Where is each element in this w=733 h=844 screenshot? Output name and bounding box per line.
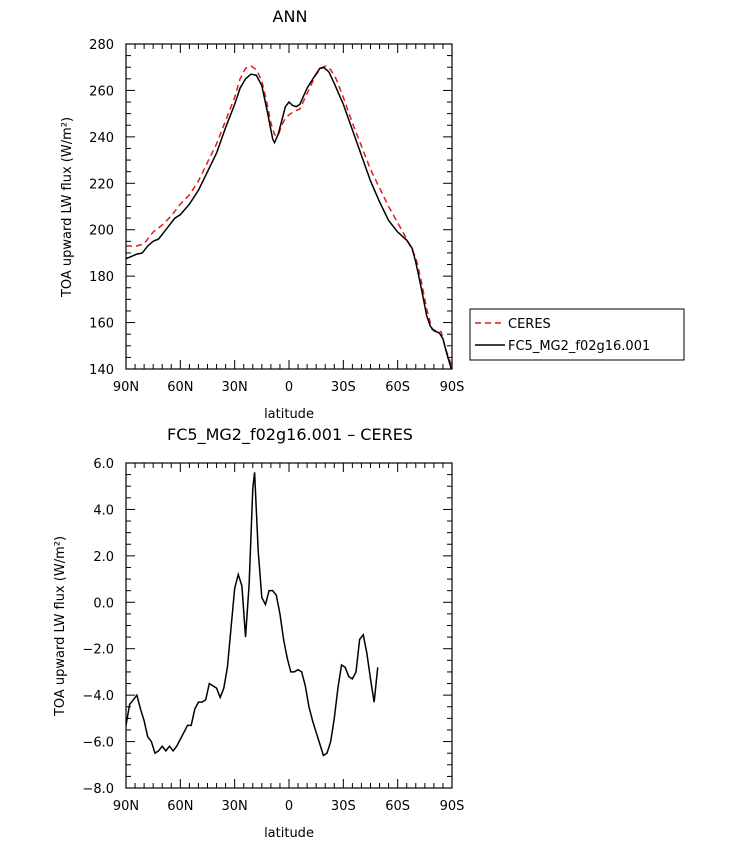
legend-box	[469, 308, 685, 361]
bottom-y-tick-label: −4.0	[82, 689, 114, 704]
top-x-tick-label: 30N	[222, 380, 248, 395]
top-series-line-0	[126, 65, 452, 367]
bottom-y-tick-label: −2.0	[82, 643, 114, 658]
bottom-y-axis-title: TOA upward LW flux (W/m²)	[53, 536, 68, 717]
top-chart-title: ANN	[273, 7, 308, 26]
top-x-tick-label: 90N	[113, 380, 139, 395]
bottom-x-tick-label: 60S	[385, 799, 410, 814]
bottom-x-tick-label: 0	[285, 799, 293, 814]
bottom-x-axis-title: latitude	[264, 826, 314, 841]
bottom-series-line-0	[126, 472, 379, 757]
top-y-tick-label: 260	[89, 84, 114, 99]
legend-label-ceres: CERES	[508, 317, 551, 332]
bottom-y-tick-label: 2.0	[93, 550, 114, 565]
bottom-y-tick-label: −8.0	[82, 782, 114, 797]
top-series-line-1	[126, 66, 452, 369]
bottom-x-tick-label: 90N	[113, 799, 139, 814]
top-y-tick-label: 160	[89, 317, 114, 332]
top-x-tick-label: 60N	[167, 380, 193, 395]
top-y-tick-label: 280	[89, 38, 114, 53]
bottom-y-tick-label: 6.0	[93, 457, 114, 472]
top-x-tick-label: 60S	[385, 380, 410, 395]
top-y-tick-label: 220	[89, 177, 114, 192]
bottom-x-tick-label: 60N	[167, 799, 193, 814]
top-x-tick-label: 90S	[440, 380, 465, 395]
legend: CERES FC5_MG2_f02g16.001	[469, 308, 685, 361]
bottom-ticks-layer: 90N 60N 30N 0 30S 60S 90S 6.0 4.0 2.0 0.0 −2.0 −4.0 −…	[82, 457, 464, 814]
bottom-x-tick-label: 30N	[222, 799, 248, 814]
bottom-panel: FC5_MG2_f02g16.001 – CERES 90N 60N 30N 0 30S…	[53, 425, 464, 841]
top-y-axis-title: TOA upward LW flux (W/m²)	[60, 117, 75, 298]
bottom-y-tick-label: −6.0	[82, 736, 114, 751]
bottom-x-tick-label: 90S	[440, 799, 465, 814]
bottom-plot-frame	[125, 462, 453, 789]
top-x-tick-label: 30S	[331, 380, 356, 395]
top-plot-frame	[125, 43, 453, 370]
top-x-tick-label: 0	[285, 380, 293, 395]
top-y-tick-label: 240	[89, 131, 114, 146]
bottom-x-tick-label: 30S	[331, 799, 356, 814]
top-ticks-layer: 90N 60N 30N 0 30S 60S 90S 280 260 240 220 200 180 160…	[89, 38, 464, 395]
top-series-layer	[126, 65, 452, 369]
legend-label-model: FC5_MG2_f02g16.001	[508, 339, 650, 354]
top-x-axis-title: latitude	[264, 407, 314, 422]
top-panel: ANN 90N 60N 30N 0 30S 60S 90S 280 260 240 220 200 18…	[60, 7, 685, 422]
bottom-chart-title: FC5_MG2_f02g16.001 – CERES	[167, 425, 413, 445]
top-y-tick-label: 180	[89, 270, 114, 285]
bottom-y-tick-label: 0.0	[93, 596, 114, 611]
bottom-series-layer	[126, 472, 379, 757]
bottom-y-tick-label: 4.0	[93, 503, 114, 518]
top-y-tick-label: 200	[89, 224, 114, 239]
top-y-tick-label: 140	[89, 363, 114, 378]
